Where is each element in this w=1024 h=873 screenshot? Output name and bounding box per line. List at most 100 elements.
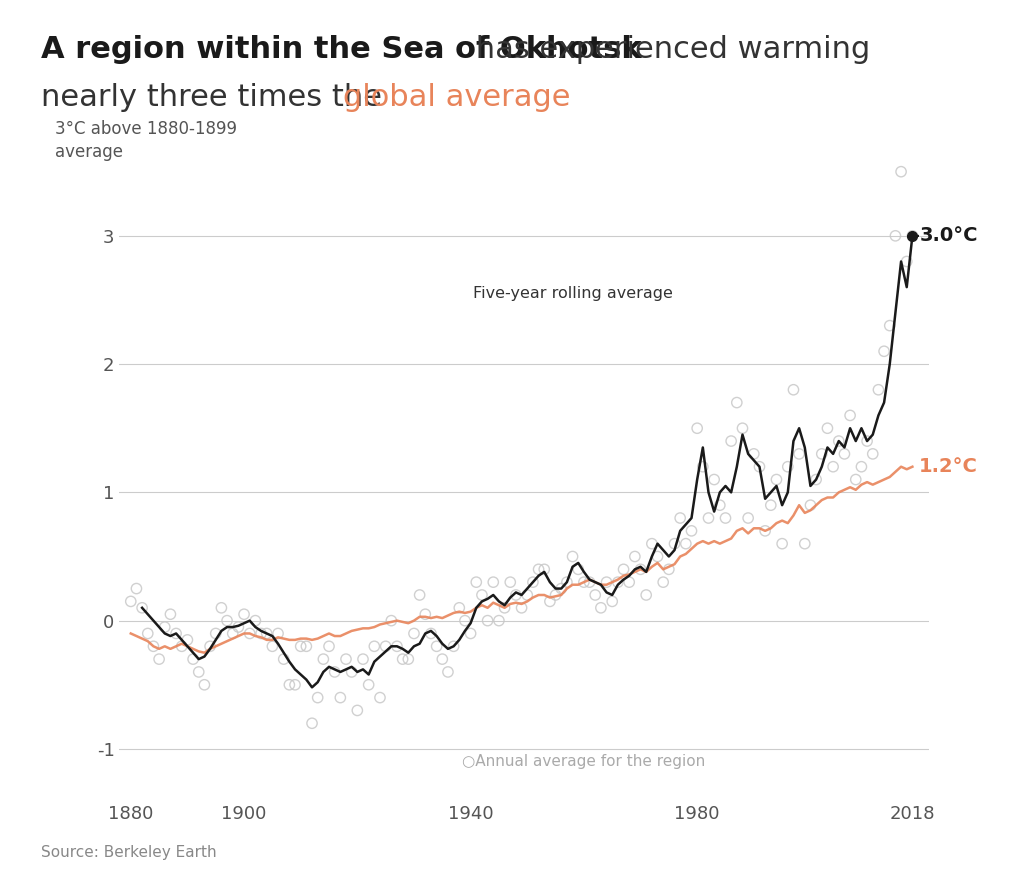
Point [649, 549, 666, 563]
Point [406, 627, 422, 641]
Point [791, 447, 807, 461]
Point [898, 255, 914, 269]
Text: nearly three times the: nearly three times the [41, 83, 392, 112]
Point [655, 575, 672, 589]
Point [485, 575, 502, 589]
Point [360, 677, 377, 691]
Point [173, 639, 189, 653]
Point [814, 447, 830, 461]
Point [157, 620, 173, 634]
Text: has experienced warming: has experienced warming [466, 35, 870, 64]
Point [609, 575, 626, 589]
Point [887, 229, 903, 243]
Point [224, 627, 241, 641]
Point [400, 652, 417, 666]
Point [893, 165, 909, 179]
Point [542, 595, 558, 608]
Point [383, 614, 399, 628]
Point [213, 601, 229, 615]
Point [582, 575, 598, 589]
Point [524, 575, 541, 589]
Point [264, 639, 281, 653]
Point [876, 344, 892, 358]
Point [372, 691, 388, 705]
Point [457, 614, 473, 628]
Point [564, 549, 581, 563]
Point [678, 537, 694, 551]
Point [497, 601, 513, 615]
Point [627, 549, 643, 563]
Text: 1.2°C: 1.2°C [920, 457, 978, 476]
Point [848, 472, 864, 486]
Point [445, 639, 462, 653]
Point [689, 422, 706, 436]
Point [598, 575, 614, 589]
Point [621, 575, 637, 589]
Point [633, 562, 649, 576]
Point [270, 627, 287, 641]
Point [394, 652, 411, 666]
Point [434, 652, 451, 666]
Point [819, 422, 836, 436]
Point [315, 652, 332, 666]
Point [774, 537, 791, 551]
Point [672, 511, 688, 525]
Point [202, 639, 218, 653]
Point [519, 588, 536, 602]
Point [423, 627, 439, 641]
Point [660, 562, 677, 576]
Point [575, 575, 592, 589]
Point [242, 627, 258, 641]
Point [236, 608, 252, 622]
Point [615, 562, 632, 576]
Point [230, 620, 247, 634]
Point [219, 614, 236, 628]
Point [825, 460, 842, 474]
Point [367, 639, 383, 653]
Text: global average: global average [343, 83, 570, 112]
Point [389, 639, 406, 653]
Point [808, 472, 824, 486]
Point [190, 665, 207, 679]
Point [536, 562, 552, 576]
Point [694, 460, 711, 474]
Point [479, 614, 496, 628]
Text: Five-year rolling average: Five-year rolling average [473, 286, 673, 301]
Point [729, 395, 745, 409]
Point [559, 575, 575, 589]
Point [463, 627, 479, 641]
Point [740, 511, 757, 525]
Point [145, 639, 162, 653]
Point [439, 665, 456, 679]
Point [700, 511, 717, 525]
Point [151, 652, 167, 666]
Point [723, 434, 739, 448]
Point [797, 537, 813, 551]
Point [763, 498, 779, 512]
Point [570, 562, 587, 576]
Point [842, 409, 858, 423]
Point [513, 601, 529, 615]
Point [452, 601, 468, 615]
Point [548, 588, 564, 602]
Point [604, 595, 621, 608]
Point [309, 691, 326, 705]
Point [304, 716, 321, 730]
Point [197, 677, 213, 691]
Point [298, 639, 314, 653]
Point [864, 447, 881, 461]
Point [343, 665, 359, 679]
Point [859, 434, 876, 448]
Point [870, 382, 887, 396]
Point [502, 575, 518, 589]
Point [734, 422, 751, 436]
Point [712, 498, 728, 512]
Point [378, 639, 394, 653]
Text: ○Annual average for the region: ○Annual average for the region [462, 754, 706, 769]
Text: 3.0°C: 3.0°C [920, 226, 978, 245]
Point [332, 691, 348, 705]
Point [338, 652, 354, 666]
Point [683, 524, 699, 538]
Point [638, 588, 654, 602]
Point [275, 652, 292, 666]
